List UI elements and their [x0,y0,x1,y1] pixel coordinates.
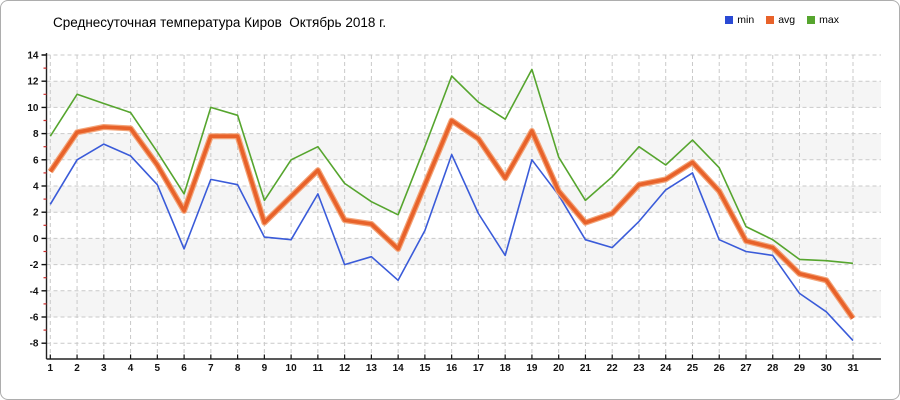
legend: min avg max [725,14,839,26]
x-tick-label: 8 [235,363,241,374]
legend-label-min: min [737,14,755,26]
x-tick-label: 13 [366,363,378,374]
x-axis: 1 2 3 4 5 6 7 8 9 10 11 12 13 14 15 16 17 18 19 20 21 22 23 24 2… [48,354,859,374]
max-line [49,68,854,265]
avg-line [48,118,855,320]
x-tick-label: 17 [473,363,485,374]
x-tick-label: 5 [155,363,161,374]
y-tick-label: -8 [30,339,39,350]
x-tick-label: 29 [794,363,806,374]
legend-label-max: max [819,14,839,26]
x-tick-label: 27 [740,363,752,374]
legend-swatch-min-icon [725,16,734,24]
x-tick-label: 30 [821,363,833,374]
y-tick-label: 0 [33,234,39,245]
plot-bands [46,81,881,317]
x-tick-label: 24 [660,363,672,374]
legend-item-avg: avg [766,14,795,26]
legend-item-min: min [725,14,754,26]
y-tick-label: -6 [30,313,39,324]
min-line [49,143,854,342]
y-tick-label: 2 [33,208,39,219]
x-tick-label: 21 [580,363,592,374]
y-tick-label: -2 [30,260,39,271]
legend-item-max: max [807,14,839,26]
gridlines [46,54,881,358]
y-tick-label: 8 [33,129,39,140]
y-tick-label: 10 [27,103,39,114]
y-tick-label: 12 [27,77,39,88]
x-tick-label: 6 [181,363,187,374]
y-tick-label: 4 [33,182,39,193]
x-tick-label: 15 [419,363,431,374]
chart-title: Среднесуточная температура Киров Октябрь… [53,15,387,30]
x-tick-label: 1 [48,363,54,374]
x-tick-label: 3 [101,363,107,374]
x-tick-label: 19 [526,363,538,374]
legend-label-avg: avg [778,14,796,26]
legend-swatch-avg-icon [766,16,775,24]
x-tick-label: 16 [446,363,458,374]
axes [45,53,881,360]
y-tick-label: -4 [30,286,39,297]
y-tick-label: 6 [33,155,39,166]
x-tick-label: 10 [286,363,298,374]
x-tick-label: 26 [714,363,726,374]
x-tick-label: 25 [687,363,699,374]
x-tick-label: 23 [633,363,645,374]
x-tick-label: 22 [607,363,619,374]
legend-swatch-max-icon [807,16,816,24]
x-tick-label: 31 [847,363,859,374]
x-tick-label: 9 [262,363,268,374]
x-tick-label: 4 [128,363,134,374]
x-tick-label: 28 [767,363,779,374]
x-tick-label: 20 [553,363,565,374]
y-axis: -8 -6 -4 -2 0 2 4 6 8 10 12 14 [27,51,47,350]
x-tick-label: 14 [393,363,405,374]
x-tick-label: 12 [339,363,351,374]
x-tick-label: 18 [500,363,512,374]
y-tick-label: 14 [27,51,39,62]
x-tick-label: 7 [208,363,214,374]
x-tick-label: 2 [74,363,80,374]
x-tick-label: 11 [313,363,324,374]
